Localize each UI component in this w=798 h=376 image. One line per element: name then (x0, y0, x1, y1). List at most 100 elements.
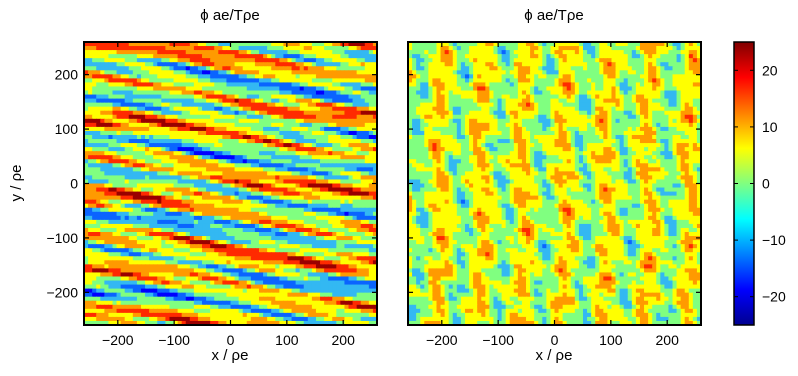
left-heatmap-cell (96, 163, 101, 168)
left-heatmap-cell (348, 252, 354, 257)
left-heatmap-cell (96, 252, 101, 257)
left-heatmap-cell (238, 248, 244, 253)
left-heatmap-cell (315, 62, 321, 67)
left-heatmap-cell (84, 256, 89, 261)
left-heatmap-cell (340, 70, 346, 75)
left-heatmap-cell (157, 207, 162, 213)
left-heatmap-cell (153, 175, 158, 181)
left-heatmap-cell (250, 183, 256, 189)
left-heatmap-cell (84, 106, 89, 112)
left-heatmap-cell (242, 191, 248, 197)
left-heatmap-cell (169, 248, 175, 253)
left-heatmap-cell (145, 191, 150, 197)
left-heatmap-cell (311, 288, 317, 294)
left-heatmap-cell (173, 260, 179, 265)
left-heatmap-cell (173, 175, 179, 181)
left-heatmap-cell (238, 82, 244, 88)
left-heatmap-cell (206, 179, 211, 185)
left-heatmap-cell (352, 106, 358, 112)
left-heatmap-cell (214, 147, 219, 152)
left-heatmap-cell (303, 203, 309, 209)
left-heatmap-cell (307, 215, 313, 221)
left-heatmap-cell (153, 86, 158, 92)
left-heatmap-cell (181, 240, 187, 245)
left-heatmap-cell (291, 46, 297, 51)
left-heatmap-cell (116, 248, 122, 253)
left-heatmap-cell (173, 300, 179, 306)
left-heatmap-cell (92, 110, 97, 116)
left-heatmap-cell (108, 82, 114, 88)
left-heatmap-cell (340, 171, 346, 177)
left-heatmap-cell (271, 296, 276, 302)
left-heatmap-cell (108, 304, 114, 310)
left-heatmap-cell (364, 183, 370, 189)
left-heatmap-cell (226, 268, 232, 274)
left-heatmap-cell (287, 232, 293, 237)
left-heatmap-cell (230, 78, 236, 84)
left-heatmap-cell (368, 130, 374, 136)
left-heatmap-cell (136, 62, 142, 67)
left-heatmap-cell (230, 260, 236, 265)
left-heatmap-cell (202, 139, 207, 144)
left-heatmap-cell (311, 284, 317, 290)
left-heatmap-cell (120, 155, 126, 160)
left-heatmap-cell (372, 284, 377, 290)
left-heatmap-cell (336, 215, 341, 221)
left-heatmap-cell (287, 171, 293, 177)
left-heatmap-cell (153, 284, 158, 290)
left-heatmap-cell (104, 134, 110, 140)
left-heatmap-cell (291, 78, 297, 84)
left-heatmap-cell (246, 90, 252, 96)
left-heatmap-cell (128, 183, 134, 189)
left-heatmap-cell (185, 179, 191, 185)
left-heatmap-cell (104, 260, 110, 265)
left-heatmap-cell (275, 195, 280, 201)
left-heatmap-cell (360, 110, 366, 116)
left-heatmap-cell (279, 203, 284, 209)
left-heatmap-cell (336, 308, 341, 314)
left-heatmap-cell (96, 215, 101, 221)
left-heatmap-cell (360, 90, 366, 96)
left-heatmap-cell (161, 248, 166, 253)
left-heatmap-cell (157, 252, 162, 257)
left-heatmap-cell (177, 219, 183, 225)
left-heatmap-cell (311, 187, 317, 193)
left-heatmap-cell (250, 308, 256, 314)
left-heatmap-cell (132, 236, 138, 241)
left-heatmap-cell (311, 207, 317, 213)
left-heatmap-cell (100, 244, 105, 249)
left-heatmap-cell (193, 50, 199, 55)
left-heatmap-cell (360, 167, 366, 172)
left-heatmap-cell (206, 316, 211, 322)
left-heatmap-cell (120, 304, 126, 310)
left-heatmap-cell (238, 58, 244, 63)
left-heatmap-cell (193, 312, 199, 318)
left-heatmap-cell (173, 280, 179, 286)
left-heatmap-cell (287, 163, 293, 168)
left-heatmap-cell (295, 187, 301, 193)
left-heatmap-cell (328, 252, 333, 257)
left-heatmap-cell (271, 292, 276, 298)
left-heatmap-cell (140, 171, 146, 177)
left-heatmap-cell (238, 223, 244, 229)
left-heatmap-cell (287, 134, 293, 140)
left-heatmap-cell (157, 223, 162, 229)
left-heatmap-cell (360, 300, 366, 306)
left-heatmap-cell (267, 223, 272, 229)
left-heatmap-cell (307, 236, 313, 241)
left-heatmap-cell (258, 276, 264, 282)
left-heatmap-cell (84, 70, 89, 75)
left-heatmap-cell (328, 288, 333, 294)
left-heatmap-cell (295, 191, 301, 197)
left-heatmap-cell (108, 175, 114, 181)
left-heatmap-cell (88, 90, 93, 96)
left-heatmap-cell (242, 244, 248, 249)
left-heatmap-cell (372, 134, 377, 140)
left-heatmap-cell (250, 316, 256, 322)
left-heatmap-cell (311, 316, 317, 322)
left-heatmap-cell (254, 248, 260, 253)
left-heatmap-cell (291, 276, 297, 282)
left-heatmap-cell (332, 244, 337, 249)
left-heatmap-cell (360, 114, 366, 120)
left-heatmap-cell (92, 159, 97, 164)
